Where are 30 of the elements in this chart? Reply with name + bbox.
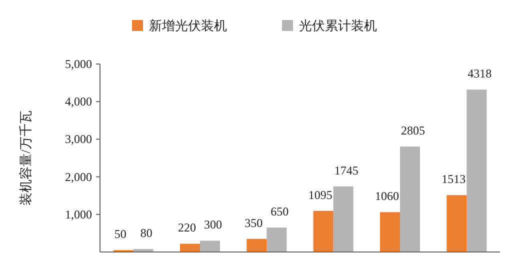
bar [200, 240, 220, 252]
y-axis-title: 装机容量/万千瓦 [18, 110, 33, 206]
bar [180, 244, 200, 252]
bar [400, 146, 420, 252]
data-label: 1745 [334, 163, 358, 178]
data-label: 4318 [468, 66, 492, 81]
data-label: 300 [204, 218, 222, 232]
y-tick-label: 1,000 [65, 207, 92, 222]
bar [466, 90, 487, 252]
bar [246, 238, 267, 252]
bar [380, 212, 400, 252]
data-label: 50 [114, 227, 126, 242]
data-label: 80 [140, 226, 152, 240]
y-tick-label: 3,000 [65, 132, 92, 146]
legend-label: 新增光伏装机 [149, 18, 227, 33]
bar [313, 210, 334, 252]
bar [266, 228, 287, 252]
legend-label: 光伏累计装机 [299, 18, 377, 33]
data-label: 1513 [442, 172, 466, 186]
data-label: 350 [244, 216, 263, 230]
data-label: 1095 [308, 188, 332, 202]
data-label: 650 [270, 204, 289, 219]
data-label: 220 [178, 220, 196, 235]
bar [333, 186, 354, 252]
y-tick-label: 5,000 [65, 57, 92, 71]
data-label: 1060 [375, 189, 399, 204]
y-tick-label: 4,000 [65, 94, 92, 109]
bar [446, 195, 467, 252]
data-label: 2805 [401, 124, 425, 138]
y-tick-label: 2,000 [65, 170, 92, 184]
